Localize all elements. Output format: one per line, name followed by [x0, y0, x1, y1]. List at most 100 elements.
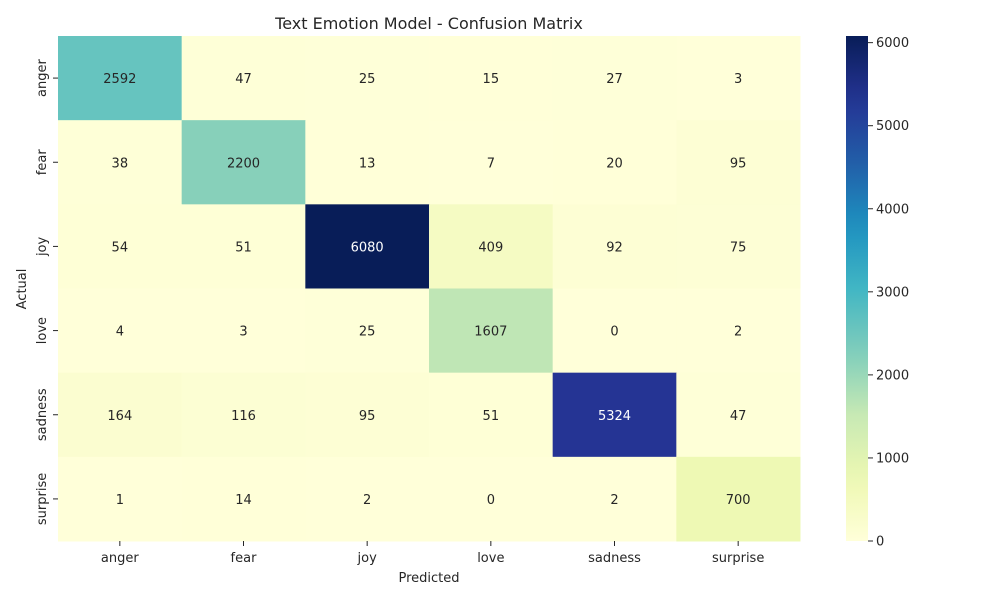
heatmap-cells: [58, 36, 801, 542]
heatmap-cell: [305, 204, 430, 289]
cell-value-label: 2: [734, 325, 742, 340]
heatmap-cell: [181, 288, 306, 374]
heatmap-cell: [305, 456, 430, 542]
heatmap-cell: [552, 372, 677, 458]
heatmap-cell: [429, 36, 554, 121]
y-tick-label: anger: [35, 59, 50, 97]
x-tick-label: anger: [101, 551, 139, 566]
heatmap-cell: [676, 36, 801, 121]
heatmap-cell: [305, 120, 430, 205]
x-axis-ticks: anger fear joy love sadness surprise: [101, 541, 764, 566]
cell-value-label: 20: [606, 156, 623, 171]
cell-value-label: 13: [359, 156, 376, 171]
heatmap-cell: [429, 288, 554, 374]
cell-value-label: 3: [734, 72, 742, 87]
colorbar-tick-label: 2000: [876, 368, 909, 383]
heatmap-cell: [552, 120, 677, 205]
cell-value-label: 2: [610, 493, 618, 508]
cell-value-label: 27: [606, 72, 623, 87]
colorbar: [846, 36, 868, 541]
colorbar-tick-label: 6000: [876, 36, 909, 51]
cell-value-label: 3: [239, 325, 247, 340]
colorbar-tick-label: 3000: [876, 285, 909, 300]
cell-value-label: 95: [359, 409, 376, 424]
y-tick-label: fear: [35, 149, 50, 176]
heatmap-cell: [552, 288, 677, 374]
heatmap-cell: [181, 120, 306, 205]
heatmap-cell: [676, 288, 801, 374]
heatmap-cell: [676, 120, 801, 205]
heatmap-cell: [429, 456, 554, 542]
y-tick-label: surprise: [35, 473, 50, 525]
cell-value-label: 700: [726, 493, 751, 508]
y-tick-label: sadness: [35, 388, 50, 441]
heatmap-cell: [305, 36, 430, 121]
y-tick-label: love: [35, 317, 50, 344]
cell-value-label: 1607: [474, 325, 507, 340]
cell-value-label: 25: [359, 325, 376, 340]
x-axis-label: Predicted: [398, 571, 459, 586]
cell-value-label: 7: [487, 156, 495, 171]
heatmap-cell: [58, 372, 183, 458]
cell-value-label: 95: [730, 156, 747, 171]
cell-value-label: 2592: [103, 72, 136, 87]
cell-value-label: 2200: [227, 156, 260, 171]
cell-value-label: 51: [235, 240, 252, 255]
heatmap-cell: [58, 204, 183, 289]
cell-value-label: 409: [478, 240, 503, 255]
cell-value-label: 38: [112, 156, 129, 171]
x-tick-label: surprise: [712, 551, 764, 566]
cell-value-label: 6080: [351, 240, 384, 255]
heatmap-cell: [676, 372, 801, 458]
heatmap-cell: [58, 288, 183, 374]
colorbar-tick-label: 5000: [876, 119, 909, 134]
heatmap-cell: [429, 204, 554, 289]
heatmap-cell: [429, 120, 554, 205]
heatmap-cell: [181, 204, 306, 289]
cell-value-label: 0: [487, 493, 495, 508]
cell-value-label: 5324: [598, 409, 631, 424]
heatmap-cell: [305, 288, 430, 374]
y-axis-label: Actual: [15, 269, 30, 310]
heatmap-cell: [181, 372, 306, 458]
cell-value-label: 54: [112, 240, 129, 255]
cell-value-label: 47: [730, 409, 747, 424]
heatmap-cell: [552, 36, 677, 121]
heatmap-cell: [181, 456, 306, 542]
heatmap-cell: [58, 36, 183, 121]
heatmap-cell: [181, 36, 306, 121]
heatmap-cell: [429, 372, 554, 458]
chart-title: Text Emotion Model - Confusion Matrix: [274, 14, 583, 33]
cell-value-label: 47: [235, 72, 252, 87]
cell-value-label: 25: [359, 72, 376, 87]
colorbar-tick-label: 0: [876, 535, 884, 550]
cell-value-label: 164: [107, 409, 132, 424]
heatmap-cell: [305, 372, 430, 458]
heatmap-cell: [58, 456, 183, 542]
cell-value-label: 51: [483, 409, 500, 424]
x-tick-label: love: [477, 551, 504, 566]
heatmap-cell: [58, 120, 183, 205]
heatmap-cell: [552, 204, 677, 289]
cell-value-label: 2: [363, 493, 371, 508]
cell-value-label: 0: [610, 325, 618, 340]
y-axis-ticks: anger fear joy love sadness surprise: [35, 59, 58, 525]
x-tick-label: fear: [231, 551, 258, 566]
x-tick-label: sadness: [588, 551, 641, 566]
colorbar-tick-label: 1000: [876, 451, 909, 466]
cell-value-label: 1: [116, 493, 124, 508]
x-tick-label: joy: [357, 551, 378, 566]
cell-value-label: 92: [606, 240, 623, 255]
cell-value-label: 4: [116, 325, 124, 340]
cell-value-label: 15: [483, 72, 500, 87]
heatmap-cell: [552, 456, 677, 542]
cell-value-label: 116: [231, 409, 256, 424]
y-tick-label: joy: [35, 236, 50, 257]
heatmap-cell: [676, 456, 801, 542]
colorbar-tick-label: 4000: [876, 202, 909, 217]
cell-value-label: 75: [730, 240, 747, 255]
colorbar-ticks: 0 1000 2000 3000 4000 5000 6000: [868, 36, 909, 550]
